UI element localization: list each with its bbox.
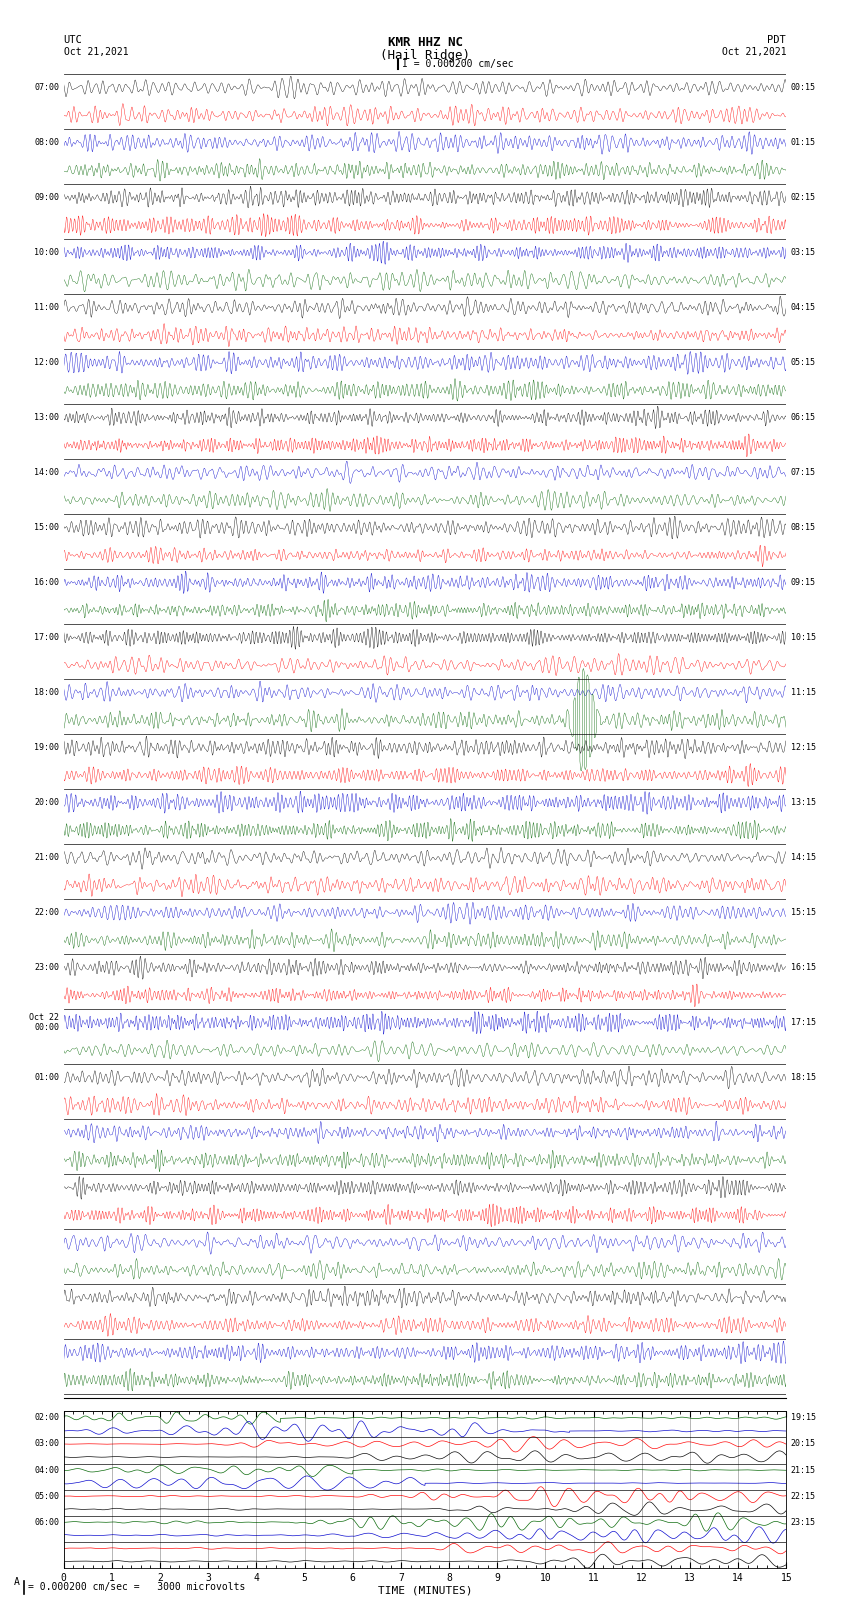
Text: 06:00: 06:00 <box>35 1518 60 1526</box>
Text: 22:00: 22:00 <box>35 908 60 918</box>
Text: 07:00: 07:00 <box>35 84 60 92</box>
Text: 16:15: 16:15 <box>790 963 815 973</box>
Text: 15:15: 15:15 <box>790 908 815 918</box>
Text: 09:15: 09:15 <box>790 577 815 587</box>
Text: (Hail Ridge): (Hail Ridge) <box>380 50 470 63</box>
Text: 09:00: 09:00 <box>35 194 60 202</box>
Text: 23:00: 23:00 <box>35 963 60 973</box>
Text: 05:15: 05:15 <box>790 358 815 368</box>
Text: 15:00: 15:00 <box>35 523 60 532</box>
Text: 12:00: 12:00 <box>35 358 60 368</box>
Text: 21:00: 21:00 <box>35 853 60 863</box>
Text: 12:15: 12:15 <box>790 744 815 752</box>
Text: 02:00: 02:00 <box>35 1413 60 1423</box>
Text: 18:00: 18:00 <box>35 689 60 697</box>
Text: I = 0.000200 cm/sec: I = 0.000200 cm/sec <box>402 58 513 69</box>
Text: 19:00: 19:00 <box>35 744 60 752</box>
Text: Oct 21,2021: Oct 21,2021 <box>64 47 128 56</box>
Text: 20:15: 20:15 <box>790 1439 815 1448</box>
Text: 10:15: 10:15 <box>790 634 815 642</box>
X-axis label: TIME (MINUTES): TIME (MINUTES) <box>377 1586 473 1595</box>
Text: 14:15: 14:15 <box>790 853 815 863</box>
Text: 08:15: 08:15 <box>790 523 815 532</box>
Text: 03:15: 03:15 <box>790 248 815 256</box>
Text: = 0.000200 cm/sec =   3000 microvolts: = 0.000200 cm/sec = 3000 microvolts <box>28 1582 246 1592</box>
Text: 20:00: 20:00 <box>35 798 60 806</box>
Text: 13:00: 13:00 <box>35 413 60 423</box>
Text: UTC: UTC <box>64 35 82 45</box>
Text: Oct 21,2021: Oct 21,2021 <box>722 47 786 56</box>
Text: 08:00: 08:00 <box>35 139 60 147</box>
Text: 19:15: 19:15 <box>790 1413 815 1423</box>
Text: KMR HHZ NC: KMR HHZ NC <box>388 37 462 50</box>
Text: 01:15: 01:15 <box>790 139 815 147</box>
Text: 18:15: 18:15 <box>790 1073 815 1082</box>
Text: 02:15: 02:15 <box>790 194 815 202</box>
Text: 11:15: 11:15 <box>790 689 815 697</box>
Text: 21:15: 21:15 <box>790 1466 815 1474</box>
Text: 17:00: 17:00 <box>35 634 60 642</box>
Text: 04:00: 04:00 <box>35 1466 60 1474</box>
Text: 22:15: 22:15 <box>790 1492 815 1500</box>
Text: 16:00: 16:00 <box>35 577 60 587</box>
Text: 03:00: 03:00 <box>35 1439 60 1448</box>
Text: 00:15: 00:15 <box>790 84 815 92</box>
Text: Oct 22
00:00: Oct 22 00:00 <box>30 1013 60 1032</box>
Text: 04:15: 04:15 <box>790 303 815 313</box>
Text: A: A <box>14 1578 20 1587</box>
Text: 11:00: 11:00 <box>35 303 60 313</box>
Text: 01:00: 01:00 <box>35 1073 60 1082</box>
Text: 06:15: 06:15 <box>790 413 815 423</box>
Text: 05:00: 05:00 <box>35 1492 60 1500</box>
Text: 23:15: 23:15 <box>790 1518 815 1526</box>
Text: 10:00: 10:00 <box>35 248 60 256</box>
Text: 13:15: 13:15 <box>790 798 815 806</box>
Text: 14:00: 14:00 <box>35 468 60 477</box>
Text: 07:15: 07:15 <box>790 468 815 477</box>
Text: PDT: PDT <box>768 35 786 45</box>
Text: 17:15: 17:15 <box>790 1018 815 1027</box>
